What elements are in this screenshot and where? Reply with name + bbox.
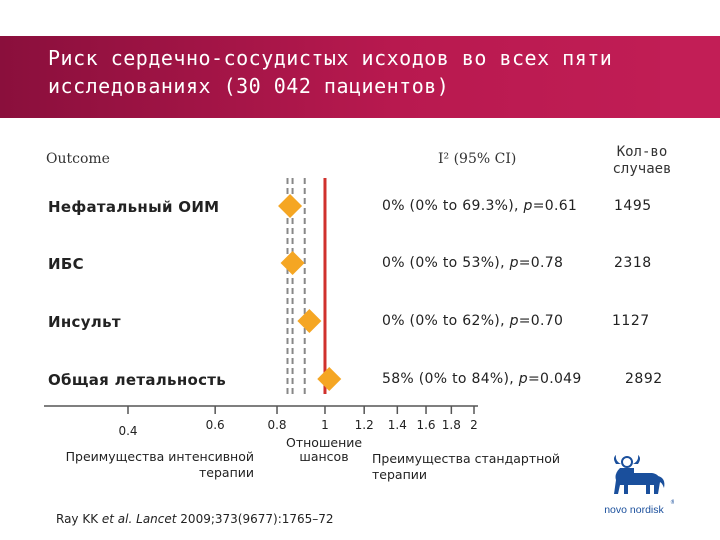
p-letter: p bbox=[509, 255, 519, 271]
citation-author: Ray KK bbox=[56, 512, 102, 526]
estimate-diamond bbox=[280, 251, 305, 275]
row-label: ИБС bbox=[48, 255, 84, 273]
p-letter: p bbox=[509, 313, 519, 329]
estimate-diamond bbox=[317, 367, 342, 391]
row-count: 1495 bbox=[614, 198, 652, 214]
row-count: 2318 bbox=[614, 255, 652, 271]
p-value: =0.61 bbox=[532, 198, 578, 214]
i2-text: 0% (0% to 69.3%), bbox=[382, 198, 524, 214]
estimate-diamond bbox=[278, 194, 303, 218]
novo-nordisk-logo: novo nordisk ® bbox=[594, 452, 676, 522]
x-tick-label: 1.8 bbox=[441, 418, 461, 432]
slide-title: Риск сердечно-сосудистых исходов во всех… bbox=[48, 46, 613, 98]
favors-intensive-label: Преимущества интенсивной терапии bbox=[65, 449, 254, 480]
row-count: 2892 bbox=[625, 371, 663, 387]
banner-tab bbox=[660, 36, 720, 118]
axis-label: Отношение шансов bbox=[286, 435, 363, 464]
row-heterogeneity: 58% (0% to 84%), p=0.049 bbox=[382, 371, 582, 387]
x-tick-label: 0.6 bbox=[205, 418, 225, 432]
citation: Ray KK et al. Lancet 2009;373(9677):1765… bbox=[56, 512, 334, 526]
x-tick-label: 0.8 bbox=[267, 418, 287, 432]
header-outcome: Outcome bbox=[46, 151, 110, 167]
p-value: =0.78 bbox=[518, 255, 564, 271]
i2-text: 58% (0% to 84%), bbox=[382, 371, 519, 387]
p-value: =0.70 bbox=[518, 313, 564, 329]
header-count: Кол-во случаев bbox=[612, 144, 672, 177]
p-letter: p bbox=[518, 371, 528, 387]
x-tick-label: 0.4 bbox=[118, 424, 138, 438]
x-tick-label: 1.4 bbox=[387, 418, 407, 432]
citation-journal: Lancet bbox=[136, 512, 177, 526]
logo-registered: ® bbox=[670, 499, 674, 506]
row-count: 1127 bbox=[612, 313, 650, 329]
title-banner bbox=[0, 36, 720, 118]
row-heterogeneity: 0% (0% to 53%), p=0.78 bbox=[382, 255, 563, 271]
row-label: Инсульт bbox=[48, 313, 121, 331]
favors-standard-label: Преимущества стандартной терапии bbox=[372, 451, 561, 482]
x-tick-label: 1.2 bbox=[354, 418, 374, 432]
estimate-markers bbox=[278, 194, 342, 391]
estimate-diamond bbox=[297, 309, 322, 333]
logo-text: novo nordisk bbox=[604, 504, 664, 516]
row-heterogeneity: 0% (0% to 69.3%), p=0.61 bbox=[382, 198, 577, 214]
p-letter: p bbox=[523, 198, 533, 214]
header-i2: I² (95% CI) bbox=[438, 151, 517, 167]
x-tick-label: 2 bbox=[470, 418, 478, 432]
citation-ref: 2009;373(9677):1765–72 bbox=[176, 512, 334, 526]
row-label: Нефатальный ОИМ bbox=[48, 198, 220, 216]
p-value: =0.049 bbox=[527, 371, 582, 387]
i2-text: 0% (0% to 62%), bbox=[382, 313, 510, 329]
i2-text: 0% (0% to 53%), bbox=[382, 255, 510, 271]
apis-bull-icon: novo nordisk ® bbox=[604, 455, 676, 516]
x-tick-label: 1 bbox=[321, 418, 329, 432]
row-heterogeneity: 0% (0% to 62%), p=0.70 bbox=[382, 313, 563, 329]
row-label: Общая летальность bbox=[48, 371, 227, 389]
x-axis bbox=[44, 405, 478, 414]
citation-etal: et al. bbox=[101, 512, 133, 526]
x-tick-label: 1.6 bbox=[416, 418, 436, 432]
